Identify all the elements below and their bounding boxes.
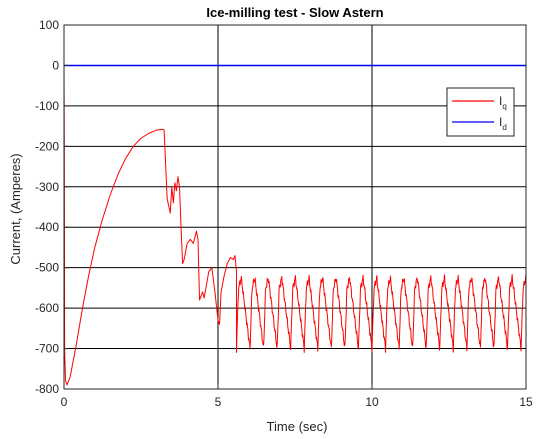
y-tick-label: -100	[35, 99, 59, 113]
x-tick-label: 5	[215, 395, 222, 409]
legend: Iq Id	[446, 87, 515, 137]
x-axis-label: Time (sec)	[267, 419, 328, 434]
series-layer	[64, 64, 526, 386]
legend-label-id: Id	[499, 115, 507, 132]
y-tick-label: 100	[39, 18, 59, 32]
x-tick-label: 10	[365, 395, 379, 409]
y-tick-label: -700	[35, 342, 59, 356]
plot-area	[63, 24, 527, 390]
series-iq-line	[64, 65, 526, 386]
y-tick-label: -800	[35, 382, 59, 396]
legend-box	[446, 87, 515, 137]
plot-background	[64, 25, 526, 389]
x-tick-label: 15	[519, 395, 533, 409]
legend-label-iq: Iq	[499, 94, 507, 111]
y-tick-label: -600	[35, 301, 59, 315]
y-tick-label: -200	[35, 139, 59, 153]
chart-title: Ice-milling test - Slow Astern	[206, 5, 383, 20]
y-tick-label: -300	[35, 180, 59, 194]
y-tick-label: 0	[52, 58, 59, 72]
plot-border	[63, 24, 527, 390]
y-tick-label: -500	[35, 261, 59, 275]
x-tick-label: 0	[61, 395, 68, 409]
y-tick-label: -400	[35, 220, 59, 234]
y-axis-label: Current, (Amperes)	[8, 153, 23, 264]
